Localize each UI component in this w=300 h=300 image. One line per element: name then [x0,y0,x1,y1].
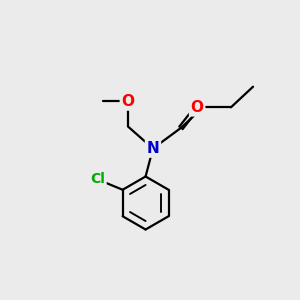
Text: O: O [122,94,134,109]
Text: Cl: Cl [90,172,105,186]
Text: N: N [147,141,159,156]
Text: O: O [190,100,204,115]
